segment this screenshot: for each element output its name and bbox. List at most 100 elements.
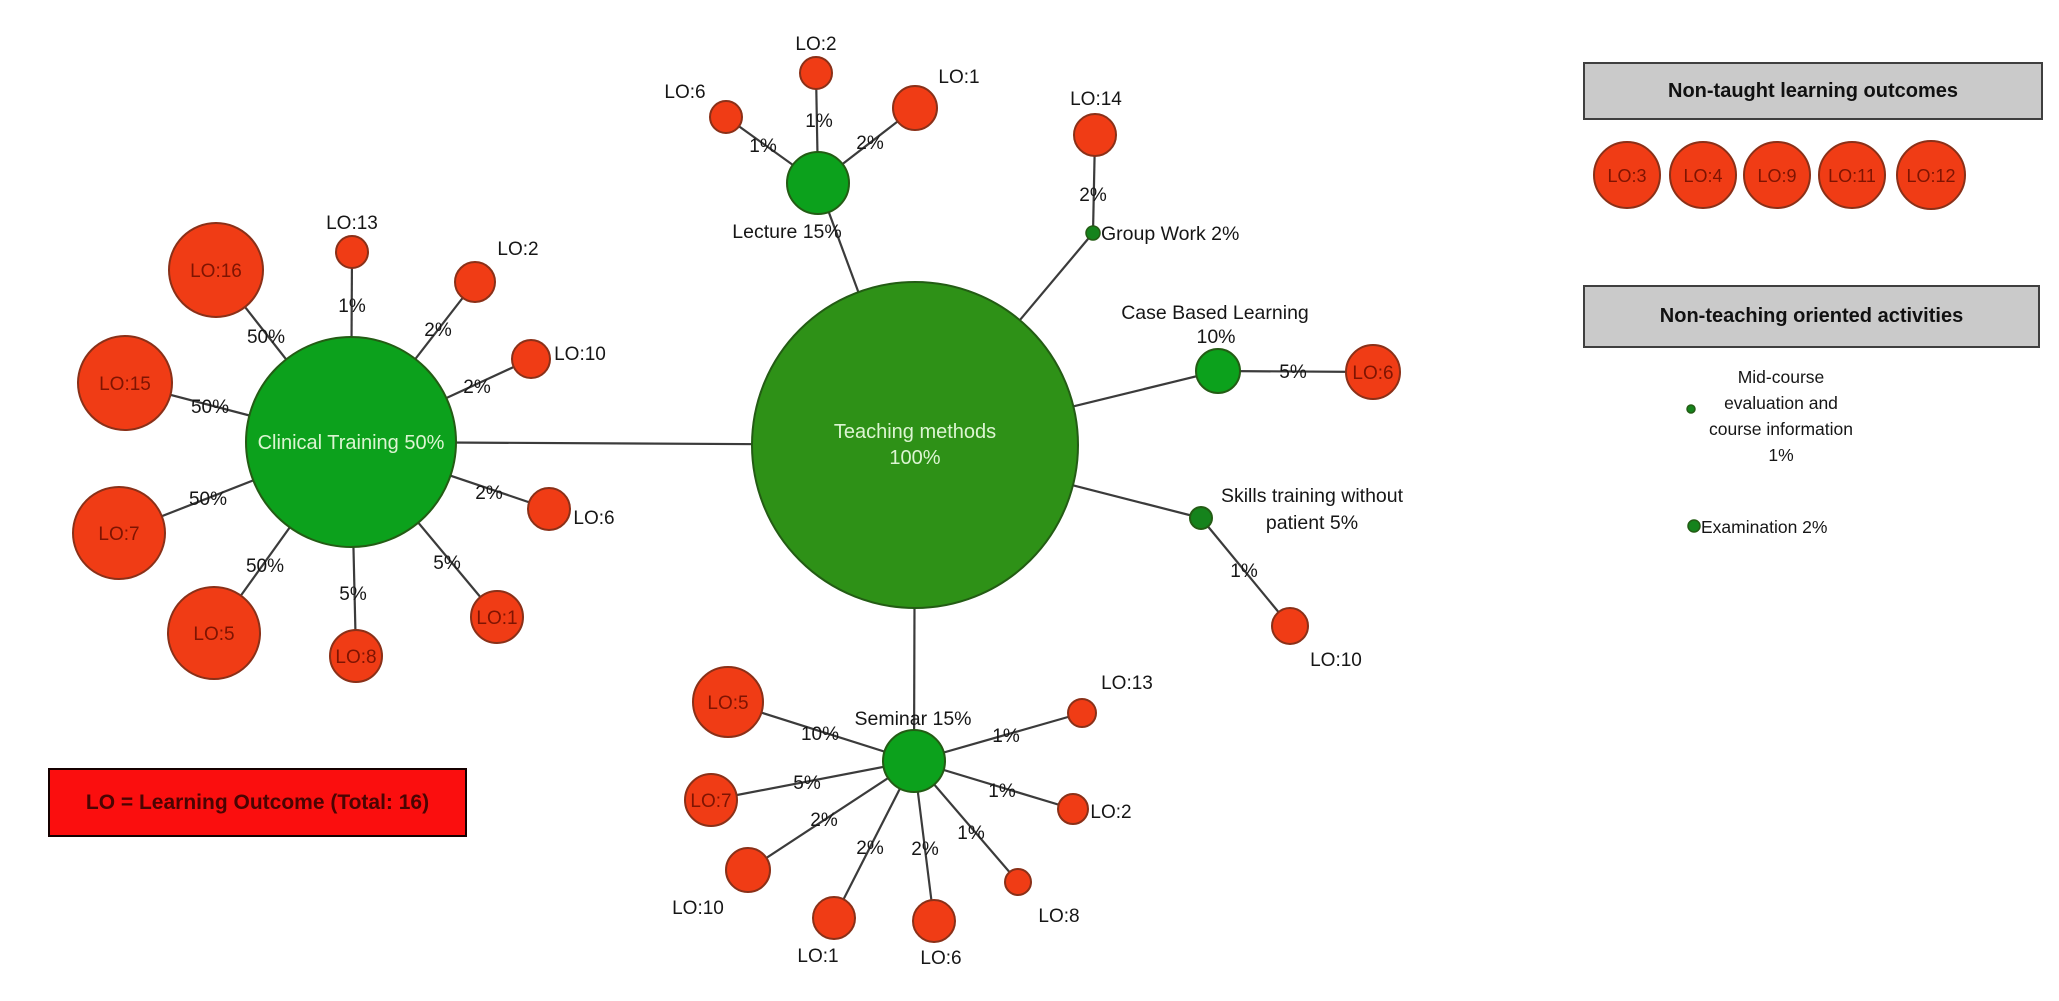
node-clinical-training-label: Clinical Training 50%	[258, 432, 445, 454]
node-group-work	[1085, 225, 1101, 241]
node-seminar-lo8-label: LO:8	[1038, 906, 1079, 927]
node-examination-label: Examination 2%	[1701, 517, 1827, 537]
node-clinical-lo7-label: LO:7	[98, 524, 139, 545]
node-lecture-lo2-label: LO:2	[795, 34, 836, 55]
edge-clinical-lo7-label: 50%	[189, 489, 227, 510]
edge-lecture-lo2-label: 1%	[805, 111, 833, 132]
node-seminar-lo1-label: LO:1	[797, 946, 838, 967]
edge-skills-lo10	[1200, 517, 1291, 627]
node-seminar-lo10	[725, 847, 771, 893]
edge-clinical-lo6-label: 2%	[475, 483, 503, 504]
node-clinical-lo2	[454, 261, 496, 303]
edge-seminar-lo1-label: 2%	[856, 838, 884, 859]
node-nontaught-lo12-label: LO:12	[1906, 166, 1955, 186]
node-clinical-training	[245, 336, 457, 548]
node-lecture-lo2	[799, 56, 833, 90]
node-nontaught-lo9-label: LO:9	[1757, 166, 1796, 186]
node-mid-course-evaluation-label: course information	[1709, 419, 1853, 439]
lo-legend-box: LO = Learning Outcome (Total: 16)	[48, 768, 467, 837]
node-seminar-lo2-label: LO:2	[1090, 802, 1131, 823]
node-teaching-methods-label: Teaching methods	[834, 421, 996, 443]
node-clinical-lo7	[72, 486, 166, 580]
edge-seminar-lo6-label: 2%	[911, 839, 939, 860]
node-clinical-lo1-label: LO:1	[476, 608, 517, 629]
node-clinical-lo10-label: LO:10	[554, 344, 606, 365]
node-clinical-lo2-label: LO:2	[497, 239, 538, 260]
node-lecture	[786, 151, 850, 215]
node-clinical-lo16-label: LO:16	[190, 261, 242, 282]
edge-clinical-lo2-label: 2%	[424, 320, 452, 341]
node-skills-training-label: patient 5%	[1266, 512, 1358, 534]
node-seminar-lo13-label: LO:13	[1101, 673, 1153, 694]
node-lecture-lo6	[709, 100, 743, 134]
edge-skills-lo10-label: 1%	[1230, 561, 1258, 582]
node-clinical-lo1	[470, 590, 524, 644]
node-seminar	[882, 729, 946, 793]
edge-seminar-lo10-label: 2%	[810, 810, 838, 831]
node-casebased-lo6	[1345, 344, 1401, 400]
node-examination	[1687, 519, 1701, 533]
node-lecture-lo6-label: LO:6	[664, 82, 705, 103]
node-seminar-lo8	[1004, 868, 1032, 896]
node-clinical-lo13-label: LO:13	[326, 213, 378, 234]
node-lecture-lo1-label: LO:1	[938, 67, 979, 88]
node-case-based-learning-label: Case Based Learning	[1121, 302, 1309, 324]
edge-lecture-lo1-label: 2%	[856, 133, 884, 154]
edge-clinical-lo15-label: 50%	[191, 397, 229, 418]
node-seminar-lo13	[1067, 698, 1097, 728]
node-seminar-lo7-label: LO:7	[690, 791, 731, 812]
node-clinical-lo15-label: LO:15	[99, 374, 151, 395]
node-seminar-lo6-label: LO:6	[920, 948, 961, 969]
node-case-based-learning	[1195, 348, 1241, 394]
node-clinical-lo6-label: LO:6	[573, 508, 614, 529]
node-seminar-lo6	[912, 899, 956, 943]
node-group-work-label: Group Work 2%	[1101, 223, 1239, 245]
node-clinical-lo8-label: LO:8	[335, 647, 376, 668]
node-mid-course-evaluation	[1686, 404, 1696, 414]
node-clinical-lo15	[77, 335, 173, 431]
node-skills-lo10-label: LO:10	[1310, 650, 1362, 671]
node-clinical-lo6	[527, 487, 571, 531]
node-mid-course-evaluation-label: Mid-course	[1738, 367, 1825, 387]
edge-clinical-lo16-label: 50%	[247, 327, 285, 348]
node-skills-lo10	[1271, 607, 1309, 645]
node-skills-training-label: Skills training without	[1221, 485, 1404, 507]
edge-seminar-lo7-label: 5%	[793, 773, 821, 794]
node-lecture-lo1	[892, 85, 938, 131]
edge-seminar-lo13-label: 1%	[992, 726, 1020, 747]
node-nontaught-lo3-label: LO:3	[1607, 166, 1646, 186]
node-clinical-lo13	[335, 235, 369, 269]
node-casebased-lo6-label: LO:6	[1352, 363, 1393, 384]
edge-clinical-lo5-label: 50%	[246, 556, 284, 577]
node-nontaught-lo11	[1818, 141, 1886, 209]
node-mid-course-evaluation-label: evaluation and	[1724, 393, 1838, 413]
non-teaching-activities-header: Non-teaching oriented activities	[1583, 285, 2040, 348]
node-clinical-lo8	[329, 629, 383, 683]
node-lecture-label: Lecture 15%	[732, 221, 842, 243]
node-clinical-lo5-label: LO:5	[193, 624, 234, 645]
node-nontaught-lo4-label: LO:4	[1683, 166, 1722, 186]
node-nontaught-lo11-label: LO:11	[1828, 166, 1876, 186]
node-nontaught-lo4	[1669, 141, 1737, 209]
node-seminar-lo1	[812, 896, 856, 940]
node-teaching-methods-label: 100%	[889, 447, 940, 469]
edge-lecture-lo6-label: 1%	[749, 136, 777, 157]
edge-clinical-lo13-label: 1%	[338, 296, 366, 317]
edge-groupwork-lo14-label: 2%	[1079, 185, 1107, 206]
node-nontaught-lo9	[1743, 141, 1811, 209]
edge-clinical-lo10-label: 2%	[463, 377, 491, 398]
node-mid-course-evaluation-label: 1%	[1768, 445, 1793, 465]
edge-seminar-lo10	[747, 760, 915, 871]
edge-clinical-lo8-label: 5%	[339, 584, 367, 605]
node-seminar-lo10-label: LO:10	[672, 898, 724, 919]
node-teaching-methods	[751, 281, 1079, 609]
node-clinical-lo16	[168, 222, 264, 318]
edge-casebased-lo6-label: 5%	[1279, 362, 1307, 383]
node-case-based-learning-label: 10%	[1196, 326, 1235, 348]
node-nontaught-lo3	[1593, 141, 1661, 209]
edge-seminar-lo8-label: 1%	[957, 823, 985, 844]
non-taught-outcomes-header: Non-taught learning outcomes	[1583, 62, 2043, 120]
node-seminar-lo5-label: LO:5	[707, 693, 748, 714]
